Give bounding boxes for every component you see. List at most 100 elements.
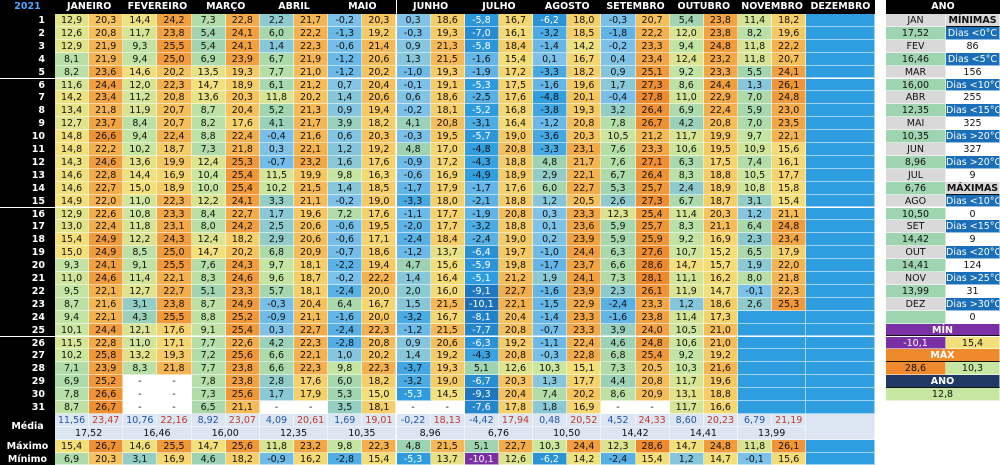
max-temp-cell[interactable]: 16,1 (772, 155, 807, 169)
maximas-title[interactable]: MÁXIMAS (946, 181, 1000, 195)
minimo-cell[interactable]: -2,4 (601, 452, 636, 465)
max-temp-cell[interactable]: 16,7 (498, 14, 534, 27)
min-temp-cell[interactable]: -0,2 (328, 272, 363, 285)
min-temp-cell[interactable]: 8,3 (123, 362, 158, 376)
min-temp-cell[interactable]: 12,4 (669, 52, 704, 66)
min-temp-cell[interactable]: -1,7 (533, 259, 568, 272)
media2-cell[interactable]: 6,76 (464, 426, 534, 440)
min-temp-cell[interactable]: 0,9 (396, 39, 431, 53)
day-label[interactable]: 19 (0, 246, 55, 260)
max-temp-cell[interactable]: 23,3 (635, 297, 670, 311)
min-temp-cell[interactable]: -0,9 (396, 155, 431, 169)
empty-cell[interactable] (806, 104, 875, 118)
min-temp-cell[interactable]: -0,3 (533, 349, 568, 363)
month-header-5[interactable]: JUNHO (396, 0, 465, 14)
min-temp-cell[interactable]: -7,6 (464, 401, 499, 414)
max-temp-cell[interactable]: 24,4 (703, 78, 738, 92)
min-temp-cell[interactable]: 9,1 (123, 259, 158, 272)
media2-cell[interactable]: 14,41 (669, 426, 738, 440)
min-temp-cell[interactable]: -5,7 (464, 130, 499, 143)
min-temp-cell[interactable]: 3,9 (328, 117, 363, 131)
day-label[interactable]: 10 (0, 130, 55, 143)
min-temp-cell[interactable]: 10,5 (669, 323, 704, 337)
empty-cell[interactable] (806, 375, 875, 389)
max-temp-cell[interactable]: 25,8 (89, 349, 124, 363)
min-temp-cell[interactable]: 1,3 (396, 52, 431, 66)
empty-cell[interactable] (806, 39, 875, 53)
day-label[interactable]: 16 (0, 207, 55, 221)
max-temp-cell[interactable]: 14,7 (703, 284, 738, 298)
media2-cell[interactable]: 12,35 (259, 426, 329, 440)
maximo-cell[interactable]: 25,5 (157, 439, 192, 453)
min-temp-cell[interactable]: 6,6 (259, 362, 295, 376)
media-cell[interactable]: 20,23 (703, 413, 738, 427)
month-header-6[interactable]: JULHO (464, 0, 534, 14)
min-temp-cell[interactable]: 14,9 (55, 194, 90, 208)
empty-cell[interactable] (806, 310, 875, 324)
min-temp-cell[interactable]: 7,7 (191, 336, 226, 350)
max-temp-cell[interactable]: 25,3 (772, 297, 807, 311)
max-temp-cell[interactable]: 17,3 (703, 310, 738, 324)
min-temp-cell[interactable]: -4,8 (533, 91, 568, 105)
max-temp-cell[interactable]: 25,6 (225, 349, 260, 363)
min-temp-cell[interactable]: -5,8 (464, 14, 499, 27)
max-temp-cell[interactable]: 22,7 (294, 323, 329, 337)
min-temp-cell[interactable]: 1,9 (738, 259, 773, 272)
ano-header[interactable]: ANO (886, 0, 1000, 14)
min-temp-cell[interactable]: 12,7 (123, 284, 158, 298)
min-temp-cell[interactable]: 11,6 (55, 78, 90, 92)
max-temp-cell[interactable]: 19,5 (430, 130, 465, 143)
max-temp-cell[interactable]: 19,3 (430, 362, 465, 376)
max-temp-cell[interactable]: 19,5 (703, 143, 738, 156)
min-temp-cell[interactable]: -2,1 (464, 194, 499, 208)
max-temp-cell[interactable]: 22,3 (157, 194, 192, 208)
max-temp-cell[interactable]: 22,3 (294, 362, 329, 376)
max-temp-cell[interactable]: 24,6 (89, 272, 124, 285)
max-temp-cell[interactable]: 19,3 (225, 65, 260, 79)
empty-cell[interactable] (806, 284, 875, 298)
maximas-value[interactable]: 124 (946, 259, 1000, 272)
maximo-empty-cell[interactable] (806, 439, 875, 453)
min-temp-cell[interactable]: 9,4 (55, 310, 90, 324)
min-temp-cell[interactable]: 6,4 (738, 220, 773, 234)
min-temp-cell[interactable]: 7,8 (191, 375, 226, 389)
max-temp-cell[interactable]: 18,6 (430, 14, 465, 27)
max-temp-cell[interactable]: 25,0 (157, 246, 192, 260)
day-label[interactable]: 23 (0, 297, 55, 311)
max-temp-cell[interactable]: 15,7 (703, 259, 738, 272)
max-temp-cell[interactable]: 24,9 (225, 297, 260, 311)
month-avg[interactable]: 6,76 (886, 181, 946, 195)
min-temp-cell[interactable]: 13,1 (669, 388, 704, 401)
day-label[interactable]: 18 (0, 233, 55, 247)
minimo-cell[interactable]: -5,3 (396, 452, 431, 465)
media-cell[interactable]: 21,19 (772, 413, 807, 427)
max-temp-cell[interactable]: 18,4 (498, 39, 534, 53)
min-temp-cell[interactable]: 15,0 (123, 181, 158, 195)
min-temp-cell[interactable]: 8,0 (191, 220, 226, 234)
max-temp-cell[interactable]: 18,5 (567, 26, 602, 40)
min-temp-cell[interactable]: 0,2 (533, 233, 568, 247)
min-temp-cell[interactable]: 7,3 (601, 272, 636, 285)
max-temp-cell[interactable]: 22,1 (89, 310, 124, 324)
min-temp-cell[interactable]: 0,9 (601, 65, 636, 79)
min-temp-cell[interactable]: -0,3 (259, 297, 295, 311)
minimas-label[interactable]: Dias <10°C (946, 78, 1000, 92)
day-label[interactable]: 8 (0, 104, 55, 118)
max-value-right[interactable]: 10,3 (946, 362, 1000, 376)
maximo-cell[interactable]: 14,6 (123, 439, 158, 453)
max-temp-cell[interactable]: 24,3 (157, 233, 192, 247)
minimo-cell[interactable]: 15,4 (362, 452, 397, 465)
max-temp-cell[interactable]: 17,6 (362, 207, 397, 221)
max-temp-cell[interactable]: 21,1 (294, 194, 329, 208)
max-temp-cell[interactable]: 16,3 (362, 168, 397, 182)
max-temp-cell[interactable]: 18,4 (430, 233, 465, 247)
max-temp-cell[interactable]: 21,2 (498, 272, 534, 285)
media-cell[interactable]: 18,13 (430, 413, 465, 427)
min-temp-cell[interactable]: 7,0 (738, 117, 773, 131)
month-avg[interactable]: 10,50 (886, 207, 946, 221)
max-temp-cell[interactable]: 24,3 (225, 259, 260, 272)
media-cell[interactable]: 24,33 (635, 413, 670, 427)
min-temp-cell[interactable]: -0,4 (601, 91, 636, 105)
max-temp-cell[interactable]: 18,0 (430, 194, 465, 208)
min-temp-cell[interactable]: 9,3 (123, 39, 158, 53)
